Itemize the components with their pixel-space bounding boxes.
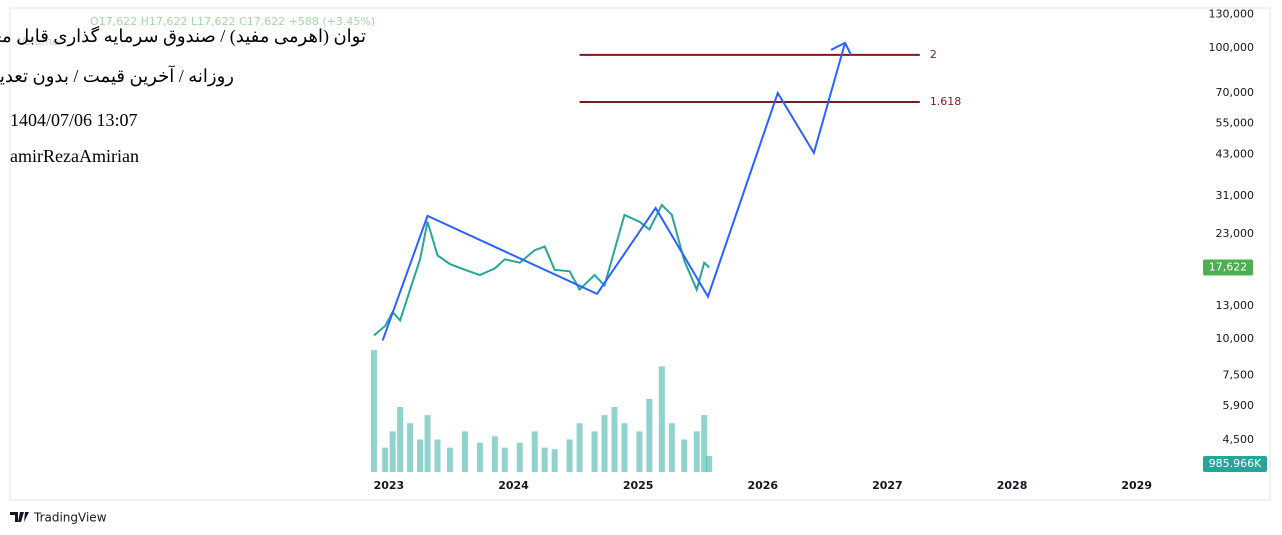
volume-bar xyxy=(701,415,708,472)
y-tick-label: 7,500 xyxy=(1223,369,1255,382)
x-tick-label: 2024 xyxy=(498,479,529,492)
fib-level-label: 1.618 xyxy=(930,95,962,108)
y-tick-label: 55,000 xyxy=(1216,116,1255,129)
y-tick-label: 70,000 xyxy=(1216,86,1255,99)
x-tick-label: 2023 xyxy=(374,479,405,492)
fib-level-label: 2 xyxy=(930,48,937,61)
volume-bar xyxy=(576,423,583,472)
x-tick-label: 2025 xyxy=(623,479,654,492)
last-price-box xyxy=(1203,259,1253,276)
x-tick-label: 2027 xyxy=(872,479,903,492)
author: amirRezaAmirian xyxy=(10,146,139,166)
brand-logo xyxy=(10,512,29,522)
volume-bar xyxy=(646,398,653,472)
volume-bar xyxy=(621,423,628,472)
volume-bar xyxy=(397,407,404,472)
volume-bar xyxy=(370,350,377,472)
volume-bar xyxy=(706,455,713,472)
volume-bar xyxy=(681,439,688,472)
volume-bar xyxy=(461,431,468,472)
subtitle: روزانه / آخرین قیمت / بدون تعدیل xyxy=(0,66,234,86)
y-tick-label: 100,000 xyxy=(1209,41,1255,54)
y-tick-label: 130,000 xyxy=(1209,8,1255,21)
ohlc-legend: O17,622 H17,622 L17,622 C17,622 +588 (+3… xyxy=(90,15,375,28)
volume-bar xyxy=(693,431,700,472)
datetime: 1404/07/06 13:07 xyxy=(10,110,138,130)
arrow-head xyxy=(830,41,852,56)
volume-bar xyxy=(434,439,441,472)
volume-label: 985.966K xyxy=(1209,457,1262,470)
y-tick-label: 4,500 xyxy=(1223,433,1255,446)
price-line xyxy=(381,42,847,341)
y-tick-label: 13,000 xyxy=(1216,299,1255,312)
price-line xyxy=(373,203,710,337)
volume-bar xyxy=(417,439,424,472)
y-tick-label: 5,900 xyxy=(1223,399,1255,412)
volume-bar xyxy=(531,431,538,472)
volume-bar xyxy=(601,415,608,472)
y-tick-label: 31,000 xyxy=(1216,189,1255,202)
volume-bar xyxy=(382,447,389,472)
volume-bar xyxy=(551,449,558,472)
volume-bar xyxy=(446,447,453,472)
x-tick-label: 2028 xyxy=(997,479,1028,492)
volume-box xyxy=(1203,456,1267,472)
x-tick-label: 2026 xyxy=(747,479,778,492)
volume-bar xyxy=(491,436,498,472)
volume-bar xyxy=(658,366,665,472)
volume-title: Volume xyxy=(18,35,59,48)
brand: TradingView xyxy=(33,511,107,525)
volume-bar xyxy=(407,423,414,472)
volume-bar xyxy=(501,447,508,472)
volume-bar xyxy=(541,447,548,472)
volume-bar xyxy=(566,439,573,472)
volume-bar xyxy=(636,431,643,472)
volume-bar xyxy=(424,415,431,472)
x-tick-label: 2029 xyxy=(1121,479,1152,492)
volume-bar xyxy=(668,423,675,472)
volume-bar xyxy=(611,407,618,472)
volume-bar xyxy=(476,442,483,472)
title: توان (اهرمی مفید) / صندوق سرمایه گذاری ق… xyxy=(0,26,366,46)
chart-frame xyxy=(9,7,1271,501)
volume-bar xyxy=(516,442,523,472)
y-tick-label: 43,000 xyxy=(1216,148,1255,161)
y-tick-label: 23,000 xyxy=(1216,227,1255,240)
volume-bar xyxy=(591,431,598,472)
y-tick-label: 10,000 xyxy=(1216,332,1255,345)
volume-bar xyxy=(389,431,396,472)
last-price-label: 17,622 xyxy=(1209,260,1248,273)
